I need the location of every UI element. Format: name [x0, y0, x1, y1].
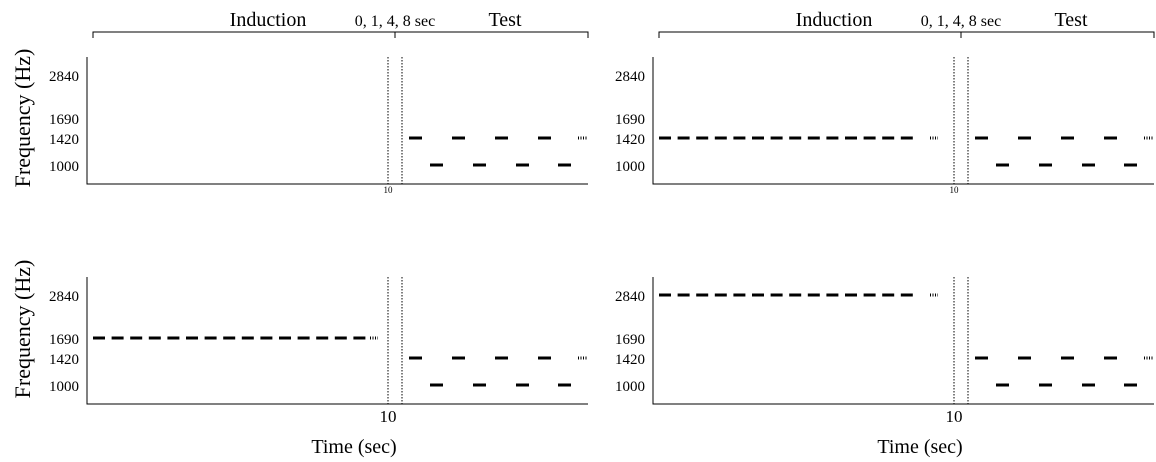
y-tick-label: 1690 [615, 332, 645, 348]
axes [86, 277, 588, 405]
x-axis-label-left: Time (sec) [311, 436, 396, 458]
header-induction-label: Induction [796, 9, 873, 31]
axes [652, 277, 1154, 405]
header-test-label: Test [1054, 9, 1087, 31]
axes [652, 57, 1154, 185]
x-tick-label: 10 [380, 407, 397, 426]
y-tick-label: 1420 [49, 132, 79, 148]
panel-top-right: Induction 0, 1, 4, 8 sec Test 2840 1690 1420 1… [615, 9, 1155, 195]
panels: Induction 0, 1, 4, 8 sec Test 2840 1690 1420 1… [49, 9, 1155, 426]
header-test-label: Test [488, 9, 521, 31]
y-tick-label: 2840 [615, 289, 645, 305]
y-tick-label: 1000 [615, 159, 645, 175]
header-induction-label: Induction [230, 9, 307, 31]
header-interval-label: 0, 1, 4, 8 sec [355, 13, 435, 30]
panel-top-left: Induction 0, 1, 4, 8 sec Test 2840 1690 1420 1… [49, 9, 589, 195]
y-axis-label-top: Frequency (Hz) [10, 49, 35, 188]
y-tick-label: 1690 [49, 332, 79, 348]
y-tick-label: 1000 [615, 379, 645, 395]
header-bracket [92, 31, 589, 38]
y-axis-label-bottom: Frequency (Hz) [10, 260, 35, 399]
axes [86, 57, 588, 185]
x-tick-label: 10 [384, 185, 394, 195]
y-tick-label: 2840 [49, 289, 79, 305]
panel-bottom-right: 2840 1690 1420 1000 10 [615, 277, 1154, 426]
header-bracket [658, 31, 1155, 38]
y-tick-label: 2840 [615, 69, 645, 85]
x-tick-label: 10 [946, 407, 963, 426]
x-tick-label: 10 [950, 185, 960, 195]
y-tick-label: 2840 [49, 69, 79, 85]
panel-bottom-left: 2840 1690 1420 1000 10 [49, 277, 588, 426]
y-tick-label: 1420 [615, 132, 645, 148]
y-tick-label: 1000 [49, 379, 79, 395]
x-axis-label-right: Time (sec) [877, 436, 962, 458]
header-interval-label: 0, 1, 4, 8 sec [921, 13, 1001, 30]
y-tick-label: 1000 [49, 159, 79, 175]
y-tick-label: 1420 [615, 352, 645, 368]
y-tick-label: 1690 [615, 112, 645, 128]
y-tick-label: 1690 [49, 112, 79, 128]
y-tick-label: 1420 [49, 352, 79, 368]
